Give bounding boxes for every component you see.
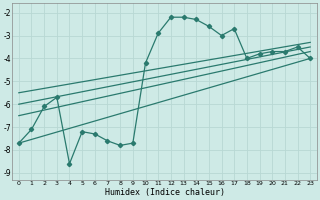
X-axis label: Humidex (Indice chaleur): Humidex (Indice chaleur)	[105, 188, 225, 197]
